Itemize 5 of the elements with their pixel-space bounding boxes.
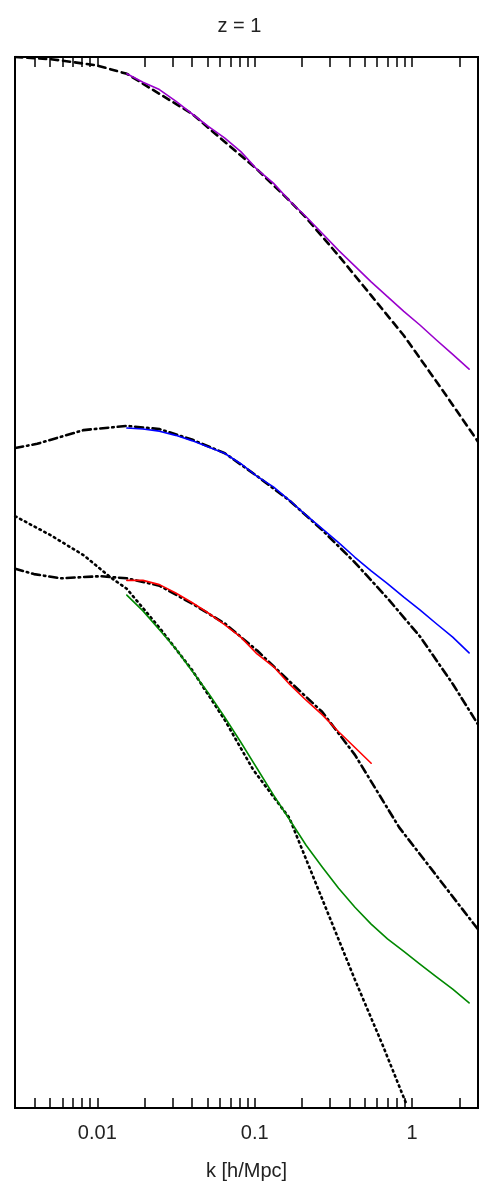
chart-title: z = 1	[217, 14, 262, 36]
x-tick-label: 0.01	[77, 1121, 117, 1143]
x-tick-label: 1	[406, 1121, 418, 1143]
x-axis-title: k [h/Mpc]	[205, 1159, 288, 1181]
x-tick-label: 0.1	[240, 1121, 269, 1143]
